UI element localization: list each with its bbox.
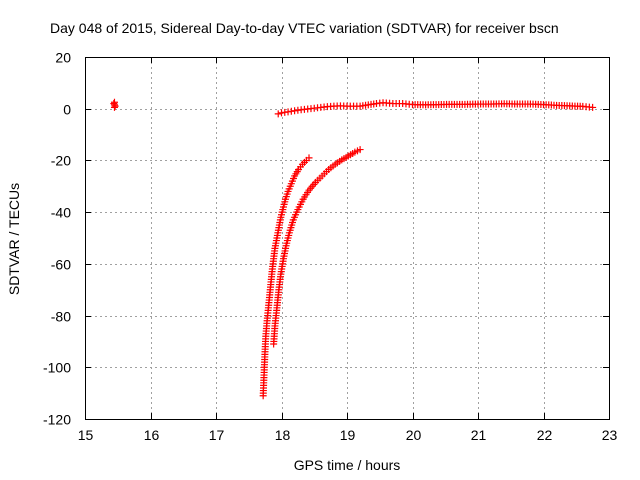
y-tick-label: -60 (51, 257, 71, 273)
plot-frame (85, 57, 610, 420)
data-point (589, 103, 597, 111)
y-tick-label: -120 (43, 412, 71, 428)
y-tick-label: -80 (51, 309, 71, 325)
y-axis-label: SDTVAR / TECUs (6, 183, 22, 295)
x-tick-label: 17 (209, 427, 225, 443)
x-tick-label: 20 (406, 427, 422, 443)
y-tick-labels: -120 -100 -80 -60 -40 -20 0 20 (43, 50, 71, 428)
data-point (110, 98, 118, 106)
data-points (110, 98, 597, 400)
x-tick-label: 23 (602, 427, 618, 443)
y-tick-label: 0 (63, 102, 71, 118)
data-point (356, 146, 364, 154)
data-point (274, 110, 282, 118)
x-tick-label: 15 (78, 427, 94, 443)
x-axis-label: GPS time / hours (294, 457, 401, 473)
y-tick-label: -40 (51, 205, 71, 221)
chart-title: Day 048 of 2015, Sidereal Day-to-day VTE… (50, 20, 559, 36)
series-near-zero-band (274, 99, 597, 118)
series-early-isolated (110, 98, 119, 111)
x-tick-labels: 15 16 17 18 19 20 21 22 23 (78, 427, 618, 443)
data-point (110, 100, 118, 108)
x-tick-label: 16 (144, 427, 160, 443)
gridlines (85, 57, 609, 419)
x-tick-label: 21 (471, 427, 487, 443)
x-tick-label: 22 (537, 427, 553, 443)
data-point (305, 154, 313, 162)
x-tick-label: 18 (275, 427, 291, 443)
series-recovering-arc-1 (259, 154, 313, 400)
series-recovering-arc-2 (270, 146, 364, 348)
y-tick-label: -100 (43, 360, 71, 376)
y-tick-label: -20 (51, 153, 71, 169)
y-tick-label: 20 (55, 50, 71, 66)
x-tick-label: 19 (340, 427, 356, 443)
